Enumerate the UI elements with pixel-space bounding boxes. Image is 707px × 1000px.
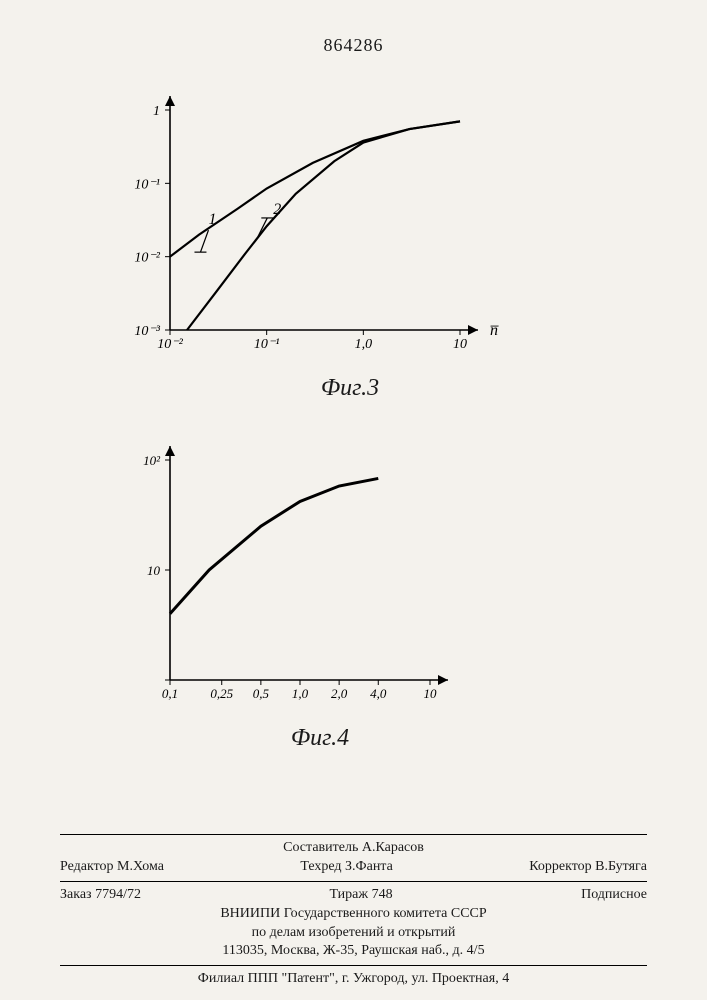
techred-name: З.Фанта — [345, 859, 393, 874]
figure-4: 0,1 0,25 0,5 1,0 2,0 4,0 10 10 10² Фиг.4 — [110, 440, 490, 760]
svg-text:10⁻³: 10⁻³ — [134, 324, 160, 339]
techred-label: Техред — [300, 859, 341, 874]
footer-rule-3 — [60, 965, 647, 966]
svg-text:n̅: n̅ — [490, 322, 499, 339]
org-line-1: ВНИИПИ Государственного комитета СССР — [60, 905, 647, 924]
corrector-label: Корректор — [529, 859, 591, 874]
svg-text:10⁻¹: 10⁻¹ — [134, 177, 160, 192]
svg-text:0,25: 0,25 — [210, 686, 233, 701]
svg-text:10²: 10² — [143, 453, 161, 468]
addr-line: 113035, Москва, Ж-35, Раушская наб., д. … — [60, 942, 647, 961]
tirazh-label: Тираж — [329, 887, 368, 902]
svg-text:1: 1 — [208, 211, 216, 228]
svg-text:2: 2 — [273, 201, 281, 218]
editor-name: М.Хома — [117, 859, 164, 874]
svg-text:1: 1 — [153, 104, 160, 119]
order-label: Заказ — [60, 887, 92, 902]
compiler-label: Составитель — [283, 840, 358, 855]
svg-text:4,0: 4,0 — [370, 686, 387, 701]
fig3-caption: Фиг.3 — [170, 375, 530, 402]
order-value: 7794/72 — [95, 887, 141, 902]
svg-text:10: 10 — [453, 337, 467, 352]
podpisnoe: Подписное — [581, 886, 647, 905]
footer-rule-1 — [60, 834, 647, 835]
svg-text:0,1: 0,1 — [162, 686, 178, 701]
svg-text:0,5: 0,5 — [253, 686, 270, 701]
compiler-name: А.Карасов — [362, 840, 424, 855]
org-line-2: по делам изобретений и открытий — [60, 924, 647, 943]
figure-3: 10⁻²10⁻¹1,01010⁻³10⁻²10⁻¹1n̅12 Фиг.3 — [110, 90, 530, 410]
branch-line: Филиал ППП "Патент", г. Ужгород, ул. Про… — [60, 970, 647, 989]
fig3-svg: 10⁻²10⁻¹1,01010⁻³10⁻²10⁻¹1n̅12 — [110, 90, 530, 370]
svg-text:10: 10 — [147, 563, 161, 578]
doc-number: 864286 — [0, 35, 707, 56]
fig4-svg: 0,1 0,25 0,5 1,0 2,0 4,0 10 10 10² — [110, 440, 490, 720]
footer-rule-2 — [60, 881, 647, 882]
svg-text:10⁻¹: 10⁻¹ — [254, 337, 280, 352]
svg-text:1,0: 1,0 — [355, 337, 373, 352]
fig4-caption: Фиг.4 — [150, 725, 490, 752]
svg-text:10⁻²: 10⁻² — [157, 337, 183, 352]
footer-block: Составитель А.Карасов Редактор М.Хома Те… — [60, 830, 647, 989]
svg-text:1,0: 1,0 — [292, 686, 309, 701]
svg-text:2,0: 2,0 — [331, 686, 348, 701]
svg-text:10: 10 — [424, 686, 438, 701]
svg-text:10⁻²: 10⁻² — [134, 251, 160, 266]
editor-label: Редактор — [60, 859, 114, 874]
corrector-name: В.Бутяга — [595, 859, 647, 874]
tirazh-value: 748 — [372, 887, 393, 902]
